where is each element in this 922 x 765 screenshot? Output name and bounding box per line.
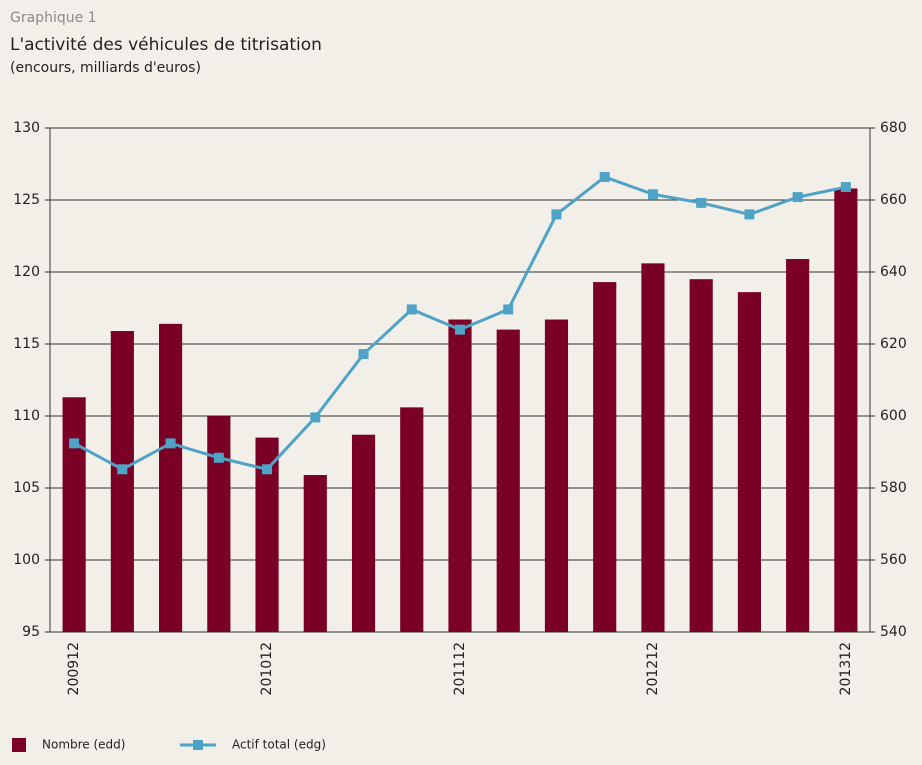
- y-tick-label: 105: [13, 480, 40, 496]
- y-tick-label: 100: [13, 552, 40, 568]
- marker: [840, 182, 851, 193]
- bar: [544, 319, 569, 632]
- marker: [503, 304, 514, 315]
- chart-title: L'activité des véhicules de titrisation: [10, 35, 322, 55]
- bar: [62, 397, 86, 632]
- figure-label: Graphique 1: [10, 10, 97, 26]
- bar: [351, 434, 376, 632]
- legend-swatch: [12, 738, 26, 752]
- marker: [69, 438, 80, 449]
- marker: [744, 209, 755, 220]
- y2-tick-label: 540: [880, 624, 907, 640]
- y2-tick-label: 560: [880, 552, 907, 568]
- legend-label: Actif total (edg): [232, 738, 326, 752]
- x-tick-label: 201012: [259, 642, 275, 695]
- marker: [696, 197, 707, 208]
- marker: [647, 189, 658, 200]
- bar: [496, 329, 520, 632]
- marker: [455, 324, 465, 335]
- chart-subtitle: (encours, milliards d'euros): [10, 60, 201, 76]
- y2-tick-label: 580: [880, 480, 907, 496]
- y-tick-label: 130: [13, 120, 40, 136]
- y-tick-label: 95: [22, 624, 40, 640]
- legend-label: Nombre (edd): [42, 738, 125, 752]
- y2-tick-label: 600: [880, 408, 907, 424]
- bar: [593, 282, 617, 632]
- bar: [207, 416, 231, 632]
- bar: [110, 331, 134, 632]
- y-tick-label: 125: [13, 192, 40, 208]
- bar: [737, 292, 761, 632]
- x-tick-label: 201112: [452, 642, 468, 695]
- marker: [599, 171, 610, 182]
- x-tick-label: 201212: [645, 642, 661, 695]
- y2-tick-label: 680: [880, 120, 907, 136]
- bar: [400, 407, 424, 632]
- y-tick-label: 120: [13, 264, 40, 280]
- bar: [448, 319, 472, 632]
- marker: [117, 464, 128, 475]
- bar: [786, 259, 810, 632]
- marker: [551, 209, 562, 220]
- bar: [689, 279, 713, 632]
- marker: [358, 349, 369, 360]
- marker: [262, 464, 273, 475]
- legend-swatch: [193, 740, 203, 750]
- marker: [310, 412, 321, 423]
- y2-tick-label: 620: [880, 336, 907, 352]
- marker: [213, 452, 224, 463]
- y-tick-label: 110: [13, 408, 40, 424]
- bar: [159, 323, 183, 632]
- y-tick-label: 115: [13, 336, 40, 352]
- marker: [792, 192, 803, 203]
- bar: [303, 475, 327, 632]
- y2-tick-label: 640: [880, 264, 907, 280]
- bar: [834, 188, 858, 633]
- bar: [255, 437, 279, 632]
- marker: [165, 438, 176, 449]
- y2-tick-label: 660: [880, 192, 907, 208]
- bar: [641, 263, 665, 632]
- x-tick-label: 200912: [66, 642, 82, 695]
- marker: [406, 304, 417, 315]
- x-tick-label: 201312: [838, 642, 854, 695]
